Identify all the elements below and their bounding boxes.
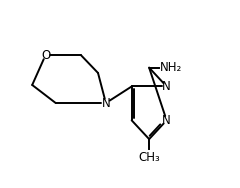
Text: N: N [162,114,171,127]
Text: CH₃: CH₃ [138,151,160,164]
Text: N: N [162,80,171,93]
Text: N: N [102,96,110,110]
Text: O: O [41,49,50,62]
Text: NH₂: NH₂ [160,61,182,74]
